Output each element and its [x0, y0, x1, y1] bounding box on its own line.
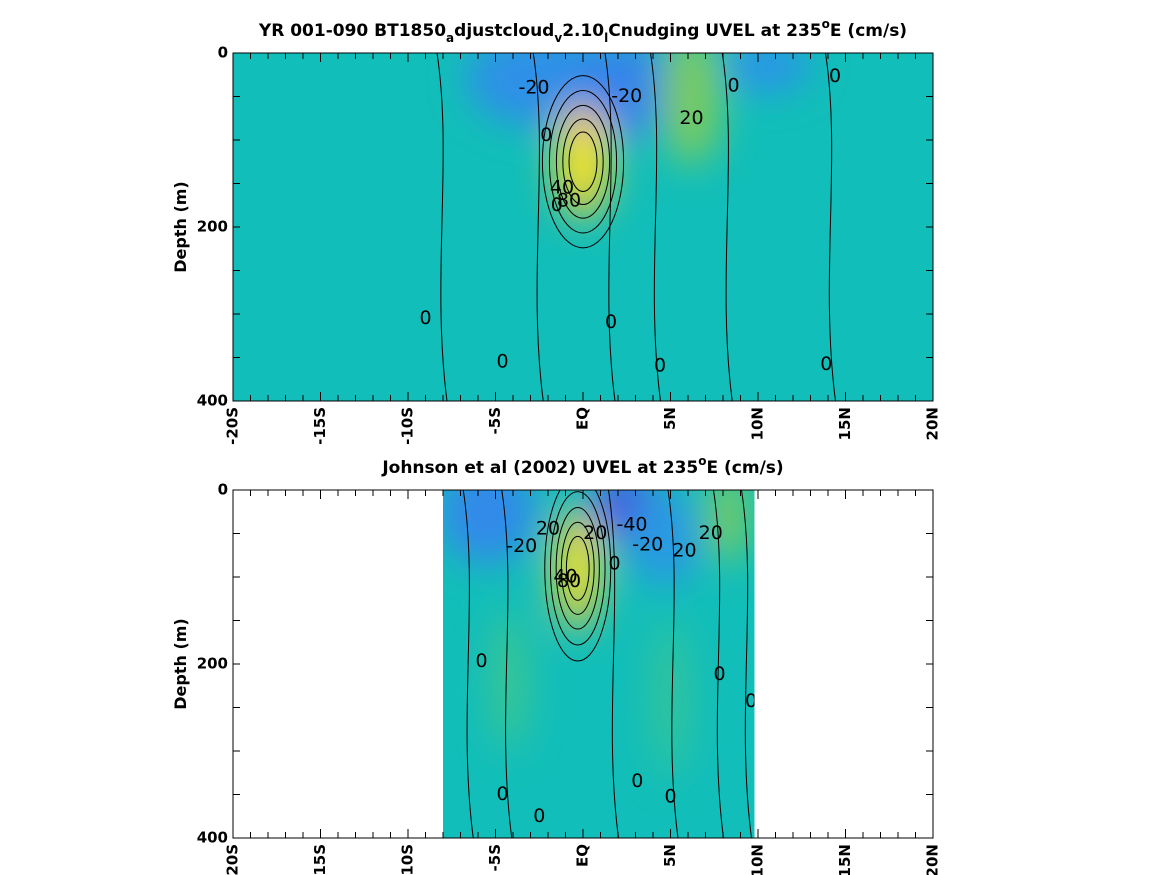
contour-label: 0 [745, 690, 757, 712]
x-tick-label: 15N [836, 407, 854, 440]
x-tick-label: EQ [574, 844, 592, 867]
contour-label: -40 [616, 513, 647, 535]
contour-ring-3 [555, 104, 611, 219]
current-core-3 [723, 53, 811, 93]
contour-label: -20 [518, 76, 549, 98]
current-core-1 [443, 490, 536, 564]
contour-label: 40 [553, 566, 577, 588]
contour-label: 0 [713, 663, 725, 685]
y-tick-label: 400 [197, 829, 228, 847]
contour-label: -20 [611, 85, 642, 107]
zero-contour-2 [501, 490, 513, 838]
x-tick-label: 20N [924, 407, 942, 440]
contour-label: 0 [608, 552, 620, 574]
zero-contour-5 [721, 53, 733, 401]
contour-label: -20 [506, 535, 537, 557]
zero-contour-4 [650, 53, 661, 401]
contour-ring-5 [565, 535, 590, 601]
contour-label: 20 [583, 522, 607, 544]
contour-label: 20 [699, 522, 723, 544]
x-tick-label: -20S [224, 407, 242, 445]
contour-label: 0 [727, 75, 739, 97]
zero-contour-6 [825, 53, 836, 401]
contour-ring-4 [560, 521, 595, 615]
y-tick-label: 200 [197, 655, 228, 673]
contour-label: 0 [654, 355, 666, 377]
contour-label: 0 [820, 353, 832, 375]
y-axis-label: Depth (m) [171, 618, 190, 710]
contour-label: 0 [664, 786, 676, 808]
zero-contour-1 [436, 53, 448, 401]
contour-ring-2 [549, 491, 606, 646]
x-tick-label: 5N [661, 407, 679, 430]
x-tick-label: -15S [311, 407, 329, 445]
contour-label: 20 [536, 518, 560, 540]
current-core-6 [492, 611, 527, 752]
x-tick-label: -5S [486, 407, 504, 434]
chart-title: YR 001-090 BT1850adjustcloudv2.10lCnudgi… [258, 17, 907, 45]
chart-title: Johnson et al (2002) UVEL at 235oE (cm/s… [381, 454, 783, 478]
x-tick-label: -15S [311, 844, 329, 875]
contour-ring-1 [544, 490, 612, 662]
zero-contour-6 [741, 490, 752, 838]
x-tick-label: 20N [924, 844, 942, 875]
x-tick-label: -10S [399, 407, 417, 445]
contour-ring-1 [541, 75, 625, 249]
contour-label: 0 [540, 124, 552, 146]
x-tick-label: 10N [749, 844, 767, 875]
contour-label: 80 [557, 570, 581, 592]
contour-ring-4 [562, 118, 604, 206]
x-tick-label: 5N [661, 844, 679, 867]
contour-ring-2 [548, 89, 618, 234]
zero-contour-2 [532, 53, 544, 401]
x-tick-label: EQ [574, 407, 592, 430]
contour-ring-5 [568, 131, 598, 192]
contour-label: 0 [496, 350, 508, 372]
contour-label: 0 [533, 805, 545, 827]
current-core-5 [707, 490, 750, 564]
current-core-3 [628, 490, 699, 586]
contour-label: 0 [631, 770, 643, 792]
y-tick-label: 0 [218, 44, 228, 62]
contour-label: 0 [829, 65, 841, 87]
y-axis-label: Depth (m) [171, 181, 190, 273]
y-tick-label: 200 [197, 218, 228, 236]
current-core-max [565, 534, 591, 602]
contour-label: 0 [551, 194, 563, 216]
x-tick-label: -20S [224, 844, 242, 875]
current-core-max [567, 130, 599, 193]
contour-label: 0 [419, 307, 431, 329]
contour-label: 0 [428, 757, 440, 779]
contour-label: 20 [672, 539, 696, 561]
x-tick-label: -10S [399, 844, 417, 875]
zero-contour-4 [667, 490, 679, 838]
zero-contour-1 [462, 490, 474, 838]
contour-label: 40 [550, 176, 574, 198]
x-tick-label: 10N [749, 407, 767, 440]
contour-label: 20 [679, 107, 703, 129]
x-tick-label: -5S [486, 844, 504, 871]
x-tick-label: 15N [836, 844, 854, 875]
y-tick-label: 400 [197, 392, 228, 410]
contour-label: 0 [605, 311, 617, 333]
contour-label: 0 [475, 650, 487, 672]
zero-contour-3 [608, 490, 619, 838]
current-core-7 [653, 620, 688, 778]
contour-label: 0 [496, 783, 508, 805]
zero-contour-5 [713, 490, 724, 838]
contour-label: -20 [632, 533, 663, 555]
current-core-5 [660, 53, 723, 167]
contour-label: 80 [557, 189, 581, 211]
zero-contour-3 [604, 53, 616, 401]
y-tick-label: 0 [218, 481, 228, 499]
contour-ring-3 [555, 507, 600, 630]
